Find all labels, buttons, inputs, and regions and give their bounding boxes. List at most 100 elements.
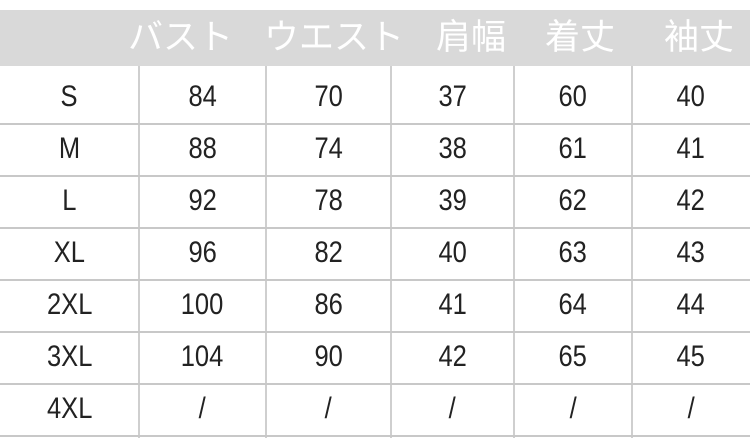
cell-text: 78 bbox=[314, 184, 343, 217]
header-length: 着丈 bbox=[545, 18, 616, 58]
cell-text: 74 bbox=[314, 132, 343, 165]
measurement-cell: 64 bbox=[514, 279, 632, 331]
size-label: 2XL bbox=[0, 279, 139, 331]
row-divider bbox=[0, 227, 750, 229]
header-sleeve: 袖丈 bbox=[664, 18, 735, 58]
measurement-cell: / bbox=[266, 383, 391, 435]
row-divider bbox=[0, 331, 750, 333]
cell-text: S bbox=[60, 80, 78, 113]
cell-text: 62 bbox=[558, 184, 588, 217]
cell-text: / bbox=[687, 392, 695, 425]
cell-text: 92 bbox=[188, 184, 217, 217]
measurement-cell: 104 bbox=[139, 331, 266, 383]
cell-text: XL bbox=[53, 236, 86, 269]
cell-text: 41 bbox=[676, 132, 706, 165]
measurement-cell: 78 bbox=[266, 175, 391, 227]
measurement-cell: 62 bbox=[514, 175, 632, 227]
cell-text: 96 bbox=[188, 236, 217, 269]
cell-text: / bbox=[569, 392, 577, 425]
measurement-cell: 40 bbox=[632, 71, 750, 123]
measurement-cell: 61 bbox=[514, 123, 632, 175]
cell-text: 90 bbox=[314, 340, 343, 373]
measurement-cell: / bbox=[632, 383, 750, 435]
cell-text: 2XL bbox=[46, 288, 93, 321]
cell-text: 43 bbox=[676, 236, 706, 269]
measurement-cell: 44 bbox=[632, 279, 750, 331]
header-band bbox=[0, 10, 750, 66]
measurement-cell: 41 bbox=[632, 123, 750, 175]
measurement-cell: 40 bbox=[391, 227, 514, 279]
cell-text: 65 bbox=[558, 340, 588, 373]
cell-text: 88 bbox=[188, 132, 217, 165]
measurement-cell: 90 bbox=[266, 331, 391, 383]
cell-text: / bbox=[448, 392, 457, 425]
cell-text: L bbox=[62, 184, 77, 217]
measurement-cell: 63 bbox=[514, 227, 632, 279]
cell-text: / bbox=[324, 392, 333, 425]
cell-text: 40 bbox=[438, 236, 467, 269]
measurement-cell: 42 bbox=[632, 175, 750, 227]
cell-text: 42 bbox=[676, 184, 706, 217]
cell-text: 64 bbox=[558, 288, 588, 321]
measurement-cell: / bbox=[391, 383, 514, 435]
measurement-cell: 74 bbox=[266, 123, 391, 175]
cell-text: 37 bbox=[438, 80, 467, 113]
cell-text: 41 bbox=[438, 288, 467, 321]
header-waist: ウエスト bbox=[264, 18, 405, 58]
cell-text: 38 bbox=[438, 132, 467, 165]
row-divider bbox=[0, 383, 750, 385]
measurement-cell: 41 bbox=[391, 279, 514, 331]
size-label: M bbox=[0, 123, 139, 175]
cell-text: 45 bbox=[676, 340, 706, 373]
size-label: 4XL bbox=[0, 383, 139, 435]
measurement-cell: 60 bbox=[514, 71, 632, 123]
column-divider bbox=[265, 66, 267, 438]
cell-text: 82 bbox=[314, 236, 343, 269]
measurement-cell: 65 bbox=[514, 331, 632, 383]
measurement-cell: 37 bbox=[391, 71, 514, 123]
measurement-cell: 88 bbox=[139, 123, 266, 175]
row-divider bbox=[0, 123, 750, 125]
cell-text: 63 bbox=[558, 236, 588, 269]
measurement-cell: 39 bbox=[391, 175, 514, 227]
cell-text: 60 bbox=[558, 80, 588, 113]
measurement-cell: 45 bbox=[632, 331, 750, 383]
cell-text: M bbox=[58, 132, 81, 165]
cell-text: 44 bbox=[676, 288, 706, 321]
size-label: S bbox=[0, 71, 139, 123]
row-divider bbox=[0, 279, 750, 281]
column-divider bbox=[138, 66, 140, 438]
row-divider bbox=[0, 435, 750, 437]
cell-text: / bbox=[198, 392, 207, 425]
size-label: XL bbox=[0, 227, 139, 279]
cell-text: 61 bbox=[558, 132, 588, 165]
column-divider bbox=[513, 66, 515, 438]
measurement-cell: 70 bbox=[266, 71, 391, 123]
measurement-cell: 100 bbox=[139, 279, 266, 331]
measurement-cell: / bbox=[139, 383, 266, 435]
cell-text: 86 bbox=[314, 288, 343, 321]
measurement-cell: 43 bbox=[632, 227, 750, 279]
row-divider bbox=[0, 175, 750, 177]
measurement-cell: 84 bbox=[139, 71, 266, 123]
measurement-cell: 38 bbox=[391, 123, 514, 175]
measurement-cell: 96 bbox=[139, 227, 266, 279]
cell-text: 100 bbox=[181, 288, 224, 321]
cell-text: 70 bbox=[314, 80, 343, 113]
column-divider bbox=[390, 66, 392, 438]
size-label: L bbox=[0, 175, 139, 227]
measurement-cell: 92 bbox=[139, 175, 266, 227]
cell-text: 40 bbox=[676, 80, 706, 113]
column-divider bbox=[631, 66, 633, 438]
cell-text: 84 bbox=[188, 80, 217, 113]
cell-text: 42 bbox=[438, 340, 467, 373]
header-bust: バスト bbox=[128, 18, 234, 58]
measurement-cell: / bbox=[514, 383, 632, 435]
cell-text: 4XL bbox=[46, 392, 93, 425]
measurement-cell: 42 bbox=[391, 331, 514, 383]
cell-text: 39 bbox=[438, 184, 467, 217]
measurement-cell: 86 bbox=[266, 279, 391, 331]
measurement-cell: 82 bbox=[266, 227, 391, 279]
header-shoulder: 肩幅 bbox=[436, 18, 507, 58]
cell-text: 104 bbox=[181, 340, 224, 373]
